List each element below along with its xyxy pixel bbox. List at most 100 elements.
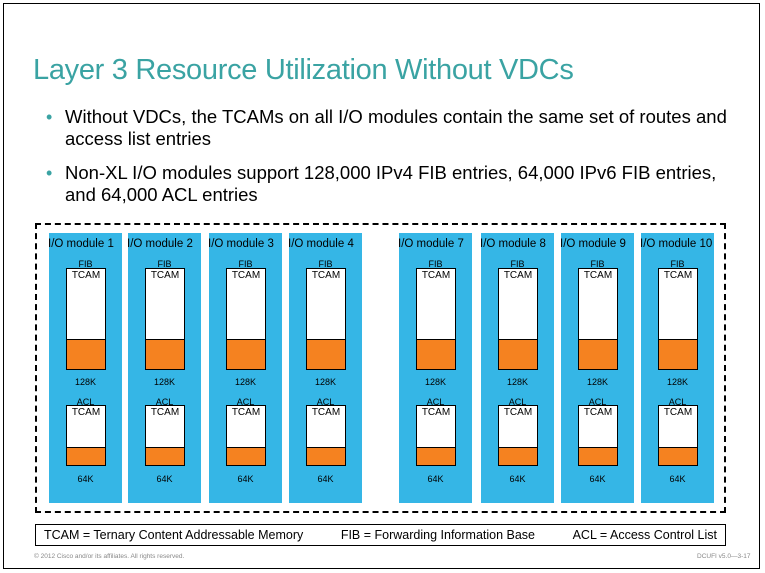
fib-label: FIB — [670, 259, 685, 269]
slide-number: DCUFI v5.0—3-17 — [697, 553, 751, 560]
fib-usage-fill — [307, 339, 345, 369]
fib-capacity: 128K — [586, 377, 609, 387]
acl-capacity: 64K — [237, 474, 254, 484]
acl-tcam: TCAM — [658, 405, 698, 466]
io-module-label: I/O module 8 — [480, 238, 546, 250]
tcam-label: TCAM — [663, 407, 693, 418]
tcam-label: TCAM — [311, 270, 341, 281]
acl-tcam: TCAM — [498, 405, 538, 466]
acl-capacity: 64K — [317, 474, 334, 484]
slide-frame — [3, 3, 760, 569]
acl-label: ACL — [508, 397, 527, 407]
fib-label: FIB — [318, 259, 333, 269]
tcam-label: TCAM — [150, 407, 180, 418]
bullet-list: • Without VDCs, the TCAMs on all I/O mod… — [46, 106, 736, 218]
fib-label: FIB — [510, 259, 525, 269]
legend-tcam: TCAM = Ternary Content Addressable Memor… — [44, 528, 304, 542]
acl-label: ACL — [588, 397, 607, 407]
bullet-text: Non-XL I/O modules support 128,000 IPv4 … — [65, 162, 717, 205]
bullet-text: Without VDCs, the TCAMs on all I/O modul… — [65, 106, 727, 149]
fib-usage-fill — [579, 339, 617, 369]
tcam-label: TCAM — [421, 407, 451, 418]
acl-capacity: 64K — [669, 474, 686, 484]
fib-capacity: 128K — [234, 377, 257, 387]
fib-tcam: TCAM — [145, 268, 185, 370]
acl-usage-fill — [499, 447, 537, 465]
legend-acl: ACL = Access Control List — [572, 528, 717, 542]
tcam-label: TCAM — [583, 270, 613, 281]
fib-label: FIB — [238, 259, 253, 269]
acl-usage-fill — [417, 447, 455, 465]
bullet-item: • Without VDCs, the TCAMs on all I/O mod… — [46, 106, 736, 150]
acl-usage-fill — [579, 447, 617, 465]
modules-group-border — [35, 223, 726, 513]
acl-usage-fill — [307, 447, 345, 465]
tcam-label: TCAM — [583, 407, 613, 418]
slide-title: Layer 3 Resource Utilization Without VDC… — [33, 54, 574, 86]
tcam-label: TCAM — [71, 270, 101, 281]
fib-tcam: TCAM — [416, 268, 456, 370]
fib-capacity: 128K — [74, 377, 97, 387]
fib-tcam: TCAM — [66, 268, 106, 370]
fib-usage-fill — [227, 339, 265, 369]
io-module-label: I/O module 10 — [640, 238, 713, 250]
acl-label: ACL — [426, 397, 445, 407]
acl-tcam: TCAM — [416, 405, 456, 466]
fib-tcam: TCAM — [498, 268, 538, 370]
acl-capacity: 64K — [427, 474, 444, 484]
io-module-label: I/O module 3 — [208, 238, 274, 250]
tcam-label: TCAM — [231, 270, 261, 281]
fib-tcam: TCAM — [306, 268, 346, 370]
tcam-label: TCAM — [311, 407, 341, 418]
tcam-label: TCAM — [231, 407, 261, 418]
acl-tcam: TCAM — [145, 405, 185, 466]
tcam-label: TCAM — [503, 407, 533, 418]
acl-capacity: 64K — [509, 474, 526, 484]
acl-tcam: TCAM — [226, 405, 266, 466]
acl-label: ACL — [668, 397, 687, 407]
io-module-label: I/O module 7 — [398, 238, 464, 250]
fib-tcam: TCAM — [578, 268, 618, 370]
fib-capacity: 128K — [424, 377, 447, 387]
fib-usage-fill — [659, 339, 697, 369]
acl-label: ACL — [76, 397, 95, 407]
fib-usage-fill — [67, 339, 105, 369]
fib-label: FIB — [78, 259, 93, 269]
io-module-label: I/O module 1 — [48, 238, 114, 250]
copyright-text: © 2012 Cisco and/or its affiliates. All … — [34, 553, 185, 560]
acl-tcam: TCAM — [306, 405, 346, 466]
acl-usage-fill — [227, 447, 265, 465]
io-module-label: I/O module 2 — [127, 238, 193, 250]
tcam-label: TCAM — [71, 407, 101, 418]
fib-usage-fill — [417, 339, 455, 369]
legend-fib: FIB = Forwarding Information Base — [340, 528, 536, 542]
fib-capacity: 128K — [506, 377, 529, 387]
acl-capacity: 64K — [77, 474, 94, 484]
acl-capacity: 64K — [589, 474, 606, 484]
fib-usage-fill — [499, 339, 537, 369]
tcam-label: TCAM — [421, 270, 451, 281]
acl-tcam: TCAM — [66, 405, 106, 466]
fib-label: FIB — [157, 259, 172, 269]
acl-usage-fill — [67, 447, 105, 465]
fib-label: FIB — [590, 259, 605, 269]
io-module-label: I/O module 4 — [288, 238, 354, 250]
acl-label: ACL — [155, 397, 174, 407]
acl-label: ACL — [316, 397, 335, 407]
legend-box: TCAM = Ternary Content Addressable Memor… — [35, 524, 726, 546]
acl-tcam: TCAM — [578, 405, 618, 466]
fib-capacity: 128K — [153, 377, 176, 387]
bullet-item: • Non-XL I/O modules support 128,000 IPv… — [46, 162, 736, 206]
acl-capacity: 64K — [156, 474, 173, 484]
fib-capacity: 128K — [314, 377, 337, 387]
bullet-dot-icon: • — [46, 163, 53, 183]
fib-tcam: TCAM — [658, 268, 698, 370]
io-module-label: I/O module 9 — [560, 238, 626, 250]
tcam-label: TCAM — [503, 270, 533, 281]
fib-capacity: 128K — [666, 377, 689, 387]
tcam-label: TCAM — [663, 270, 693, 281]
tcam-label: TCAM — [150, 270, 180, 281]
acl-label: ACL — [236, 397, 255, 407]
fib-tcam: TCAM — [226, 268, 266, 370]
acl-usage-fill — [146, 447, 184, 465]
